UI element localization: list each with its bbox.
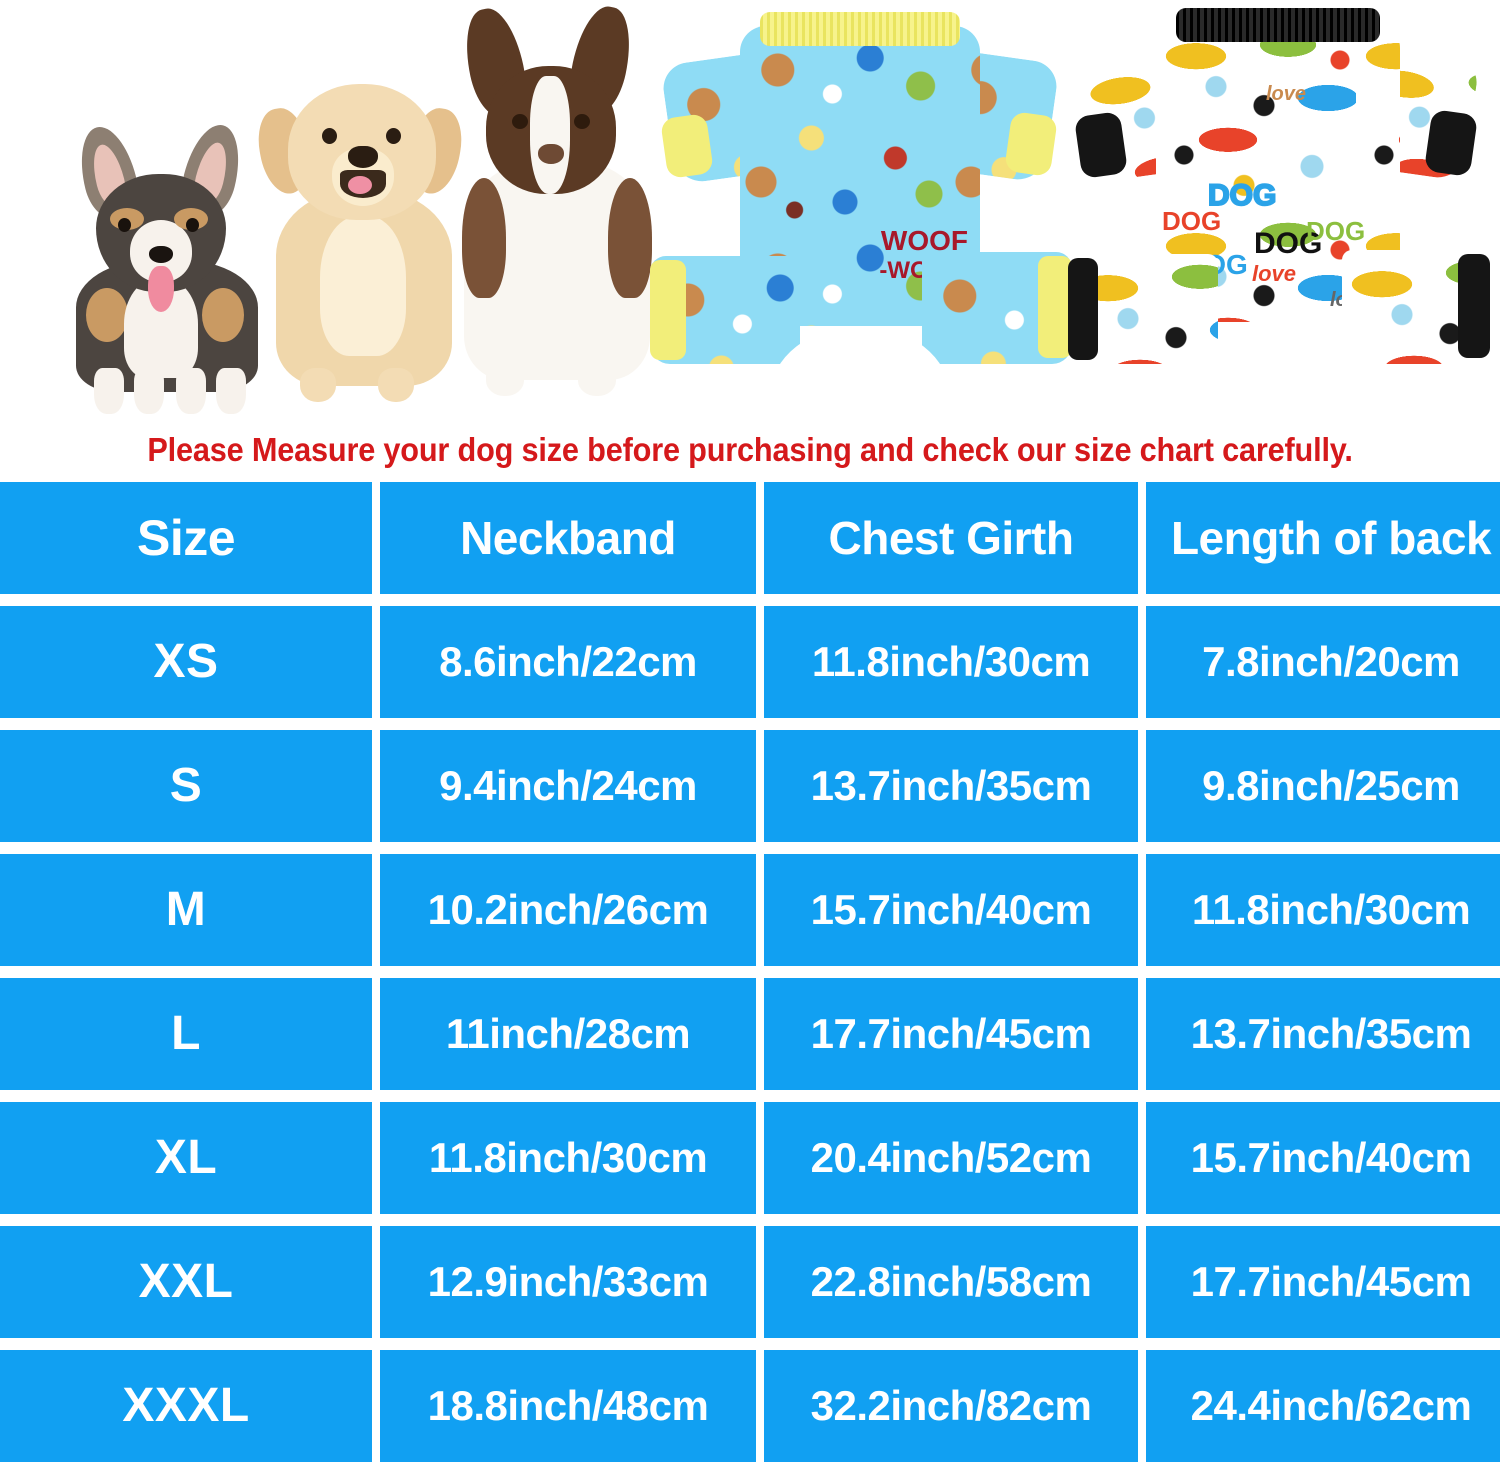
golden-retriever-puppy-photo: [252, 70, 468, 410]
cell-length-of-back: 9.8inch/25cm: [1146, 730, 1500, 842]
cell-size: S: [0, 730, 372, 842]
white-pajama-cuff-leg-right: [1458, 254, 1490, 358]
corgi-nose: [149, 246, 173, 263]
table-row: XL 11.8inch/30cm 20.4inch/52cm 15.7inch/…: [0, 1102, 1500, 1214]
corgi-puppy-photo: [60, 119, 275, 414]
cell-chest-girth: 13.7inch/35cm: [764, 730, 1138, 842]
measure-notice: Please Measure your dog size before purc…: [0, 424, 1500, 476]
retriever-body: [276, 190, 452, 386]
table-row: XXXL 18.8inch/48cm 32.2inch/82cm 24.4inc…: [0, 1350, 1500, 1462]
white-pajama-cuff-sleeve-right: [1423, 109, 1479, 177]
cell-length-of-back: 7.8inch/20cm: [1146, 606, 1500, 718]
white-pajama-cuff-sleeve-left: [1073, 111, 1129, 179]
collie-body: [462, 160, 652, 380]
cell-chest-girth: 32.2inch/82cm: [764, 1350, 1138, 1462]
border-collie-puppy-photo: [452, 1, 662, 408]
table-row: XS 8.6inch/22cm 11.8inch/30cm 7.8inch/20…: [0, 606, 1500, 718]
white-pajama-cuff-leg-left: [1068, 258, 1098, 360]
cell-neckband: 9.4inch/24cm: [380, 730, 756, 842]
white-pajama-love-word-1: love: [1252, 261, 1297, 286]
cell-length-of-back: 15.7inch/40cm: [1146, 1102, 1500, 1214]
product-photo-strip: WOOF -WOOF DOG DOG DOG DOG DOG love love…: [0, 0, 1500, 420]
table-row: M 10.2inch/26cm 15.7inch/40cm 11.8inch/3…: [0, 854, 1500, 966]
corgi-head: [96, 174, 226, 312]
retriever-nose: [348, 146, 378, 168]
blue-pajama-woof-text-1: WOOF: [880, 225, 968, 256]
cell-length-of-back: 24.4inch/62cm: [1146, 1350, 1500, 1462]
white-pajama-love-word-2: love: [1266, 83, 1307, 105]
cell-length-of-back: 17.7inch/45cm: [1146, 1226, 1500, 1338]
corgi-tongue: [148, 266, 174, 312]
cell-chest-girth: 15.7inch/40cm: [764, 854, 1138, 966]
table-row: XXL 12.9inch/33cm 22.8inch/58cm 17.7inch…: [0, 1226, 1500, 1338]
white-dog-pajama-photo: DOG DOG DOG DOG DOG love love love: [1068, 4, 1490, 404]
blue-pajama-cuff-sleeve-left: [660, 113, 714, 179]
blue-pajama-cuff-leg-right: [1038, 256, 1072, 358]
white-pajama-dog-word-2: DOG: [1254, 227, 1323, 260]
cell-neckband: 11.8inch/30cm: [380, 1102, 756, 1214]
retriever-head: [288, 84, 436, 220]
cell-size: XXXL: [0, 1350, 372, 1462]
blue-corgi-pajama-photo: WOOF -WOOF: [650, 6, 1072, 406]
cell-neckband: 11inch/28cm: [380, 978, 756, 1090]
table-header-row: Size Neckband Chest Girth Length of back: [0, 482, 1500, 594]
collie-head: [486, 66, 616, 194]
corgi-eye-left: [118, 218, 131, 232]
column-header-chest-girth: Chest Girth: [764, 482, 1138, 594]
white-pajama-dog-word-5: DOG: [1306, 216, 1366, 246]
cell-chest-girth: 17.7inch/45cm: [764, 978, 1138, 1090]
blue-pajama-cuff-sleeve-right: [1004, 111, 1058, 177]
white-pajama-dog-word-1: DOG: [1207, 179, 1277, 212]
cell-length-of-back: 13.7inch/35cm: [1146, 978, 1500, 1090]
cell-neckband: 18.8inch/48cm: [380, 1350, 756, 1462]
collie-eye-right: [574, 114, 590, 129]
cell-length-of-back: 11.8inch/30cm: [1146, 854, 1500, 966]
white-pajama-dog-word-3: DOG: [1162, 206, 1222, 236]
table-row: L 11inch/28cm 17.7inch/45cm 13.7inch/35c…: [0, 978, 1500, 1090]
collie-nose: [538, 144, 564, 164]
cell-neckband: 8.6inch/22cm: [380, 606, 756, 718]
cell-chest-girth: 20.4inch/52cm: [764, 1102, 1138, 1214]
blue-pajama-collar: [760, 12, 960, 46]
measure-notice-text: Please Measure your dog size before purc…: [147, 431, 1353, 468]
retriever-eye-right: [386, 128, 401, 144]
cell-chest-girth: 22.8inch/58cm: [764, 1226, 1138, 1338]
blue-pajama-cuff-leg-left: [650, 260, 686, 360]
cell-size: XS: [0, 606, 372, 718]
cell-size: L: [0, 978, 372, 1090]
size-chart-table: Size Neckband Chest Girth Length of back…: [0, 482, 1500, 1462]
column-header-length-of-back: Length of back: [1146, 482, 1500, 594]
column-header-size: Size: [0, 482, 372, 594]
column-header-neckband: Neckband: [380, 482, 756, 594]
cell-size: M: [0, 854, 372, 966]
cell-size: XXL: [0, 1226, 372, 1338]
corgi-eye-right: [186, 218, 199, 232]
white-pajama-collar: [1176, 8, 1380, 42]
table-row: S 9.4inch/24cm 13.7inch/35cm 9.8inch/25c…: [0, 730, 1500, 842]
cell-neckband: 12.9inch/33cm: [380, 1226, 756, 1338]
cell-chest-girth: 11.8inch/30cm: [764, 606, 1138, 718]
cell-size: XL: [0, 1102, 372, 1214]
cell-neckband: 10.2inch/26cm: [380, 854, 756, 966]
collie-eye-left: [512, 114, 528, 129]
retriever-eye-left: [322, 128, 337, 144]
